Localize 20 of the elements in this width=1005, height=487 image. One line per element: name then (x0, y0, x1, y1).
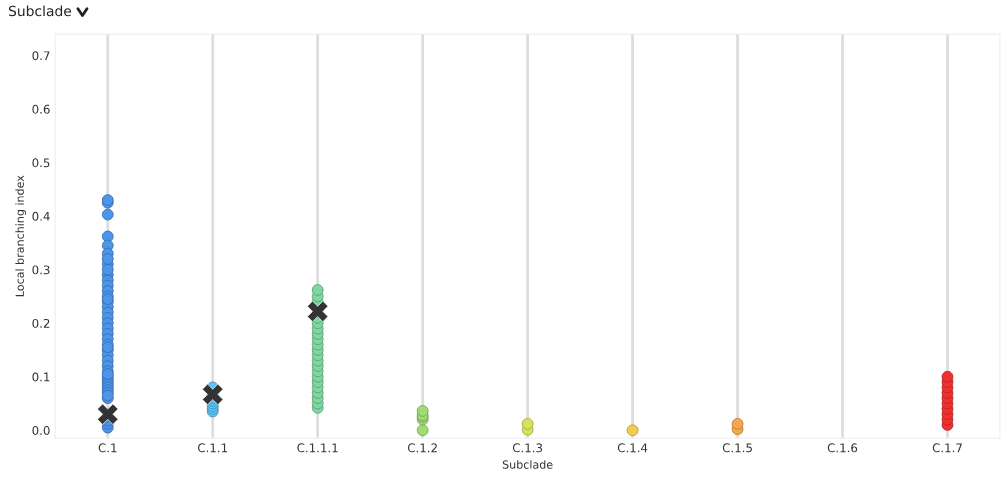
y-tick-label: 0.6 (32, 104, 50, 114)
y-tick-label: 0.1 (32, 372, 50, 382)
y-tick-label: 0.2 (32, 318, 50, 328)
x-axis-title: Subclade (8, 5, 72, 17)
text: Subclade (502, 460, 553, 469)
x-tick-label: C.1.4 (617, 443, 648, 453)
y-tick-label: 0.7 (32, 51, 50, 61)
x-tick-label: C.1.1.1 (297, 443, 338, 453)
x-tick-label: C.1.1 (198, 443, 228, 453)
y-axis-title: Local branching index (15, 175, 27, 297)
x-tick-label: C.1.6 (827, 443, 858, 453)
x-tick-label: C.1.3 (512, 443, 543, 453)
y-tick-label: 0.3 (32, 265, 50, 275)
x-tick-label: C.1.2 (407, 443, 437, 453)
y-tick-label: 0.4 (32, 211, 50, 221)
x-tick-label: C.1 (98, 443, 117, 453)
y-tick-label: 0.0 (32, 425, 50, 435)
y-tick-label: 0.5 (32, 158, 50, 168)
x-tick-label: C.1.5 (722, 443, 752, 453)
x-tick-label: C.1.7 (932, 443, 962, 453)
